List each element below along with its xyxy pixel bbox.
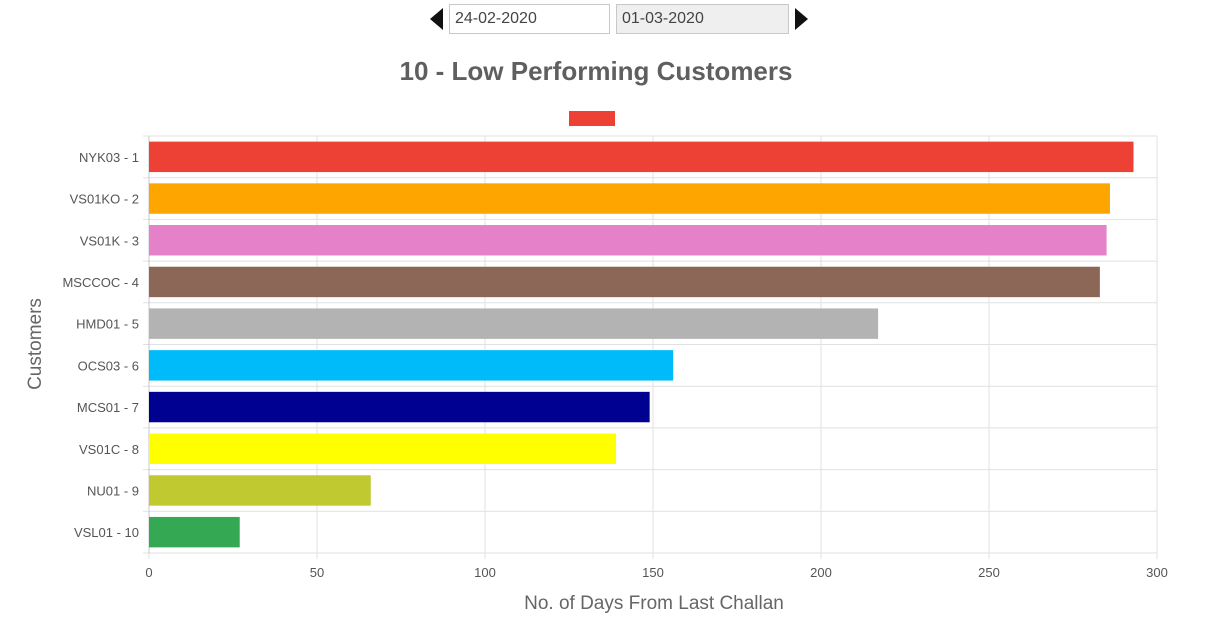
legend-swatch[interactable]: [569, 111, 615, 126]
y-axis-ticks: NYK03 - 1 VS01KO - 2 VS01K - 3 MSCCOC - 4 HM…: [62, 150, 139, 540]
x-tick-label: 250: [978, 565, 1000, 580]
start-date-input[interactable]: [449, 4, 610, 34]
y-axis-title: Customers: [25, 298, 46, 390]
previous-range-arrow-icon[interactable]: [430, 8, 443, 30]
end-date-input[interactable]: [616, 4, 789, 34]
bar[interactable]: [149, 516, 240, 548]
x-tick-label: 200: [810, 565, 832, 580]
x-tick-label: 0: [145, 565, 152, 580]
y-tick-label: VS01KO - 2: [70, 192, 139, 207]
bar[interactable]: [149, 350, 674, 381]
bar[interactable]: [149, 225, 1107, 256]
x-tick-label: 150: [642, 565, 664, 580]
bar[interactable]: [149, 183, 1110, 214]
date-range-picker: [430, 2, 808, 36]
y-tick-label: NU01 - 9: [87, 483, 139, 498]
y-tick-label: MCS01 - 7: [77, 400, 139, 415]
y-tick-label: VS01C - 8: [79, 442, 139, 457]
next-range-arrow-icon[interactable]: [795, 8, 808, 30]
bar[interactable]: [149, 266, 1100, 298]
y-tick-label: VSL01 - 10: [74, 525, 139, 540]
grid: [143, 135, 1158, 559]
bar[interactable]: [149, 141, 1134, 173]
x-axis-ticks: 0 50 100 150 200 250 300: [145, 565, 1167, 580]
x-tick-label: 300: [1146, 565, 1168, 580]
bars: [149, 141, 1134, 548]
bar[interactable]: [149, 433, 617, 464]
x-tick-label: 100: [474, 565, 496, 580]
x-tick-label: 50: [310, 565, 324, 580]
bar[interactable]: [149, 391, 650, 423]
y-tick-label: NYK03 - 1: [79, 150, 139, 165]
y-tick-label: MSCCOC - 4: [62, 275, 139, 290]
bar[interactable]: [149, 475, 371, 506]
bar[interactable]: [149, 308, 879, 339]
x-axis-title: No. of Days From Last Challan: [524, 593, 784, 614]
chart-title: 10 - Low Performing Customers: [400, 56, 793, 86]
y-tick-label: OCS03 - 6: [78, 358, 139, 373]
y-tick-label: HMD01 - 5: [76, 317, 139, 332]
y-tick-label: VS01K - 3: [80, 233, 139, 248]
